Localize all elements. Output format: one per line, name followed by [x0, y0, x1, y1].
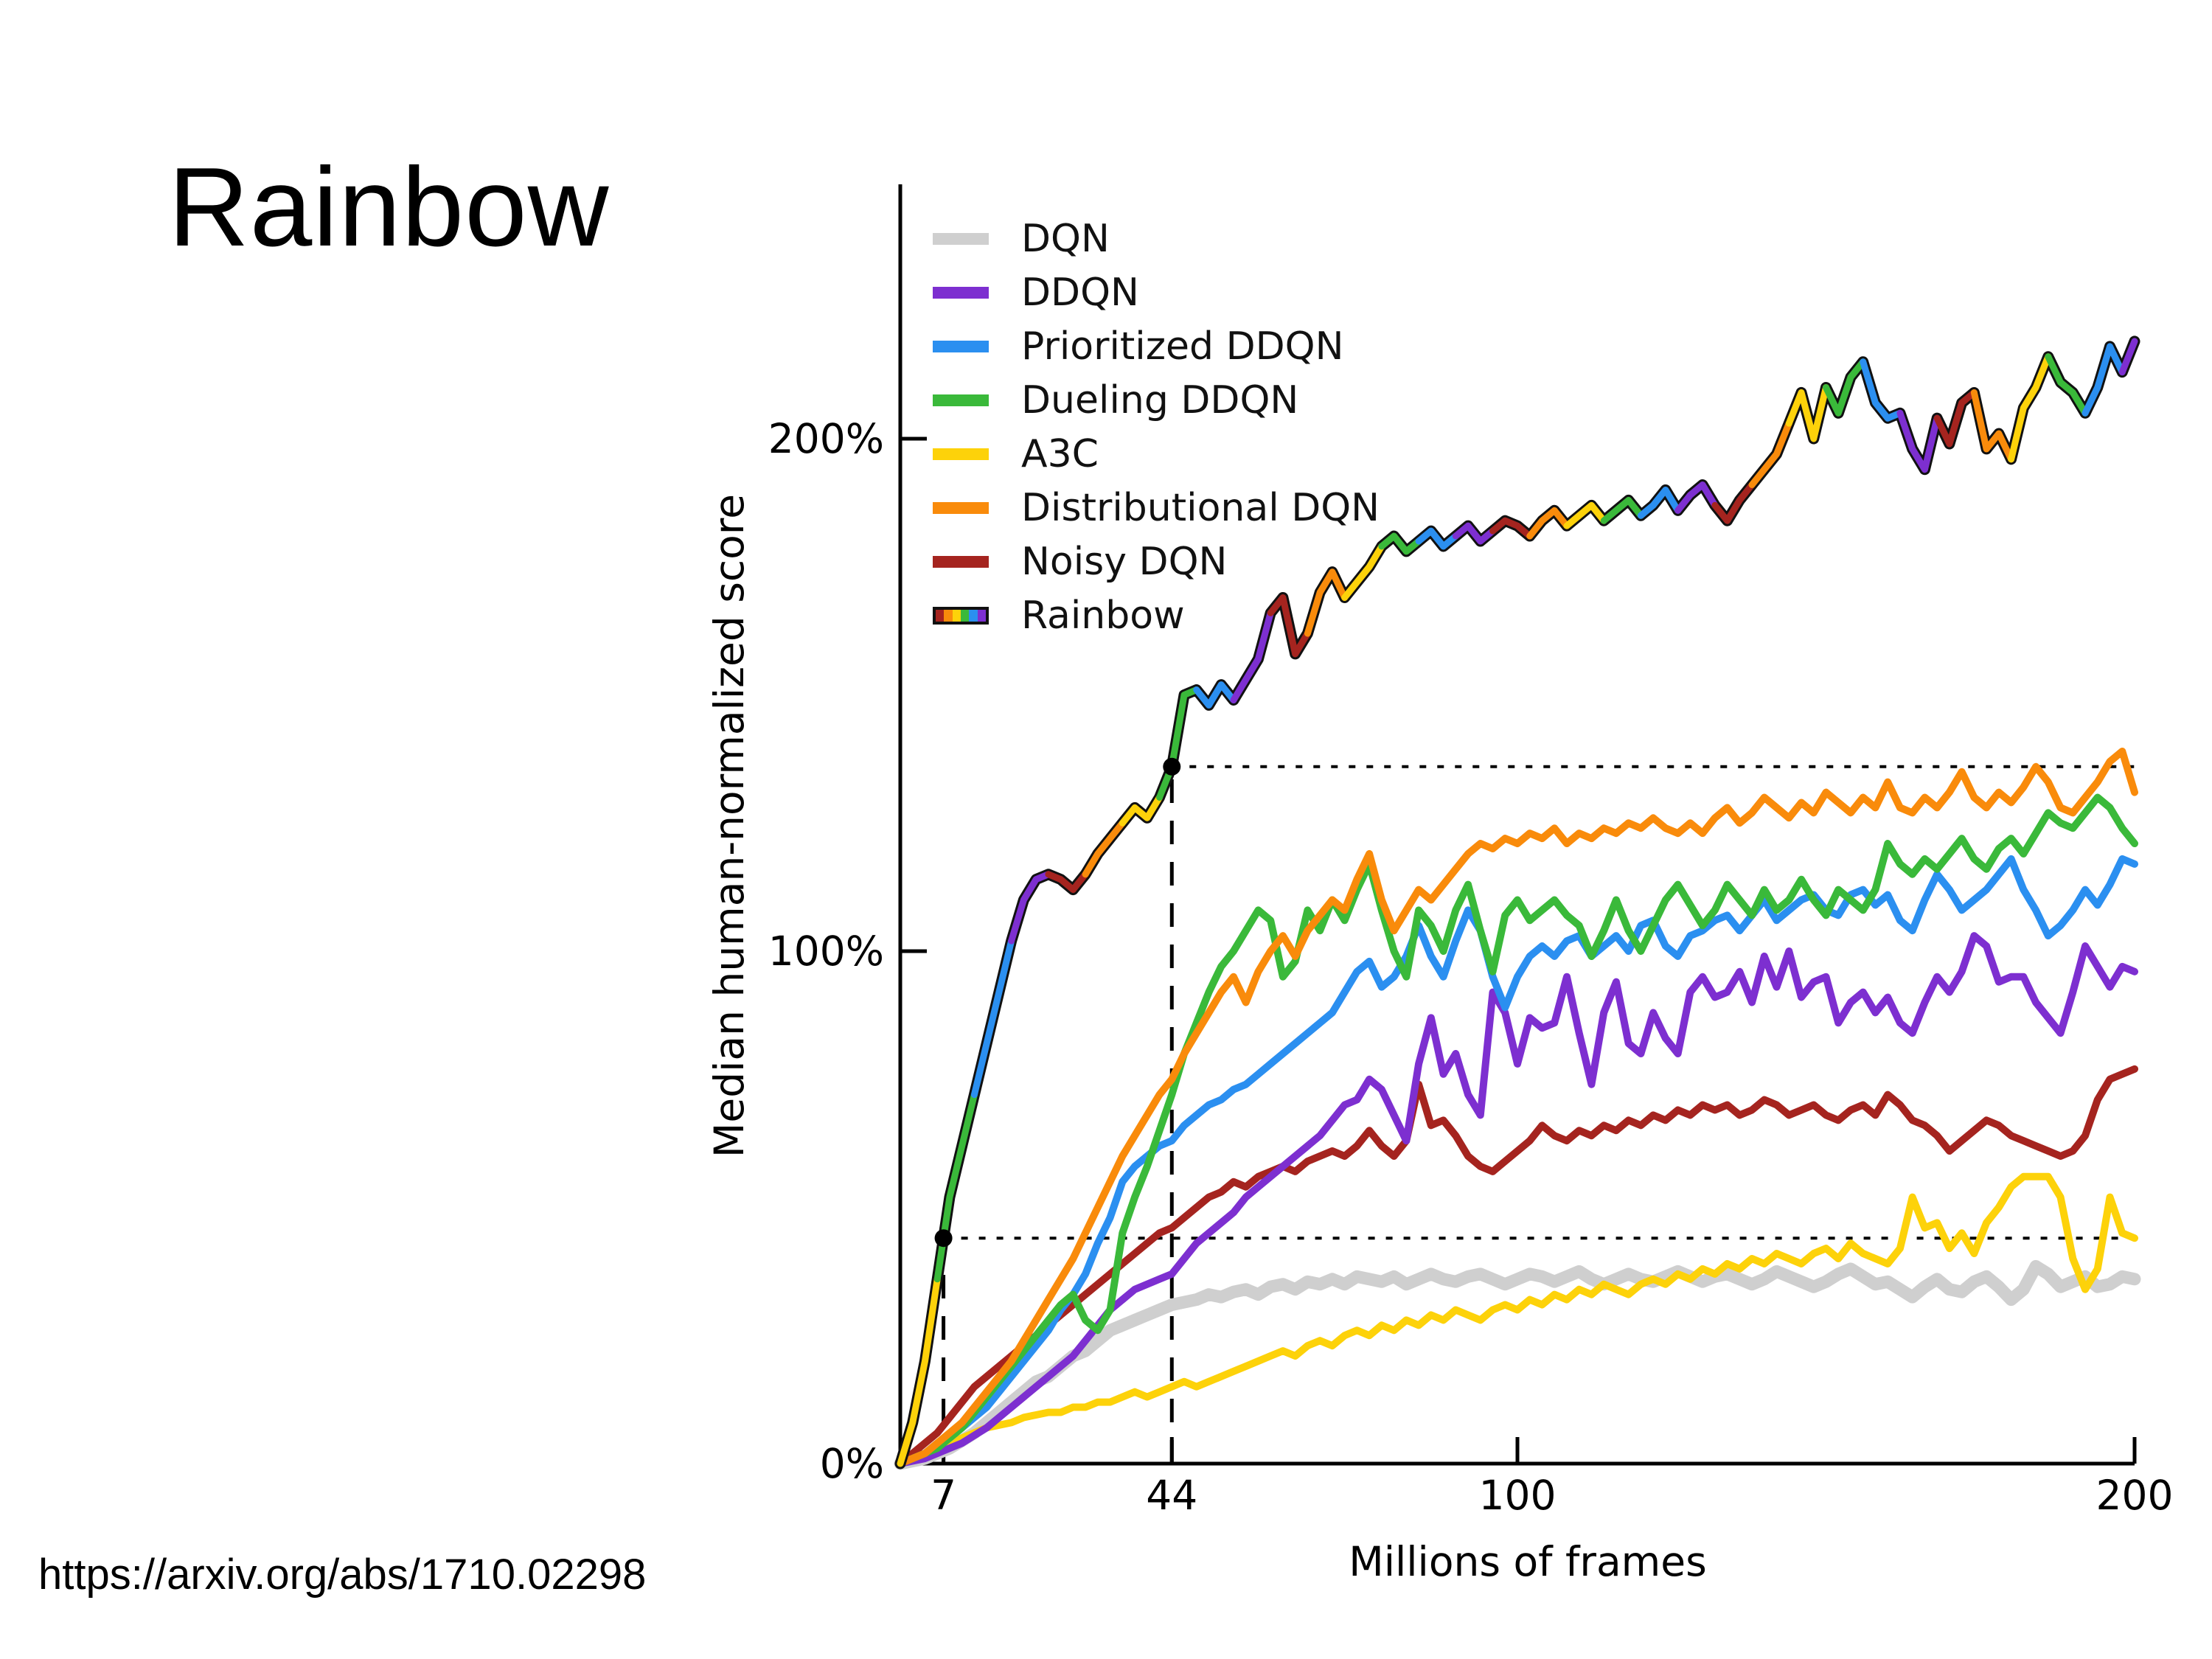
series-line-rainbow-segment: [1045, 871, 1089, 894]
series-line-dqn: [894, 1259, 2141, 1470]
series-line-rainbow-segment: [970, 937, 1015, 1099]
y-axis-label: Median human-normalized score: [706, 494, 753, 1158]
series-line-rainbow-segment: [1711, 481, 1756, 524]
series-line-rainbow-segment: [1600, 496, 1644, 524]
distributional-dqn-line-swatch-icon: [933, 501, 989, 514]
reference-dot: [934, 1229, 953, 1248]
ddqn-line-swatch-icon: [933, 286, 989, 299]
series-line-rainbow-segment: [1637, 487, 1682, 519]
legend-item-a3c: A3C: [933, 427, 1380, 481]
legend-item-dqn: DQN: [933, 212, 1380, 265]
series-line-prioritized-ddqn: [897, 855, 2138, 1467]
series-line-distributional-dqn: [897, 747, 2138, 1467]
chart-legend: DQN DDQN Prioritized DDQN Dueling DDQN A…: [933, 212, 1380, 642]
series-line-rainbow-segment: [1526, 507, 1571, 540]
dqn-line-swatch-icon: [933, 232, 989, 245]
rainbow-line-swatch-icon: [933, 606, 989, 625]
rainbow-swatch-segment: [977, 609, 986, 622]
legend-label: Distributional DQN: [1021, 485, 1380, 530]
series-line-rainbow-segment: [1415, 527, 1459, 550]
legend-label: DDQN: [1021, 270, 1139, 315]
series-line-rainbow-segment: [1489, 517, 1534, 540]
series-line-rainbow-segment: [1304, 568, 1349, 637]
series-line-rainbow-segment: [2008, 353, 2052, 463]
series-line-rainbow-segment: [1860, 358, 1904, 422]
reference-dot: [1163, 757, 1181, 776]
legend-item-dueling-ddqn: Dueling DDQN: [933, 373, 1380, 427]
series-line-rainbow-segment: [1748, 420, 1792, 489]
series-line-rainbow-segment: [897, 1276, 941, 1467]
series-line-rainbow-segment: [1193, 681, 1237, 709]
legend-item-ddqn: DDQN: [933, 265, 1380, 319]
series-line-rainbow-segment: [1119, 794, 1164, 827]
series-line-rainbow-segment: [1933, 389, 1978, 448]
series-line-rainbow-segment: [1156, 686, 1200, 801]
rainbow-swatch-segment: [952, 609, 961, 622]
series-line-rainbow-segment: [1785, 384, 1829, 442]
source-url: https://arxiv.org/abs/1710.02298: [38, 1551, 647, 1599]
rainbow-swatch-segment: [969, 609, 978, 622]
x-tick-label: 200: [2096, 1472, 2174, 1519]
series-line-ddqn: [897, 932, 2138, 1467]
series-line-rainbow-segment: [1452, 522, 1497, 545]
legend-item-noisy-dqn: Noisy DQN: [933, 535, 1380, 588]
rainbow-swatch-segment: [944, 609, 953, 622]
x-tick-label: 7: [931, 1472, 956, 1519]
dueling-ddqn-line-swatch-icon: [933, 394, 989, 406]
a3c-line-swatch-icon: [933, 448, 989, 460]
y-tick-label: 100%: [768, 928, 884, 975]
series-line-rainbow-segment: [1267, 594, 1311, 658]
series-line-a3c: [897, 1172, 2138, 1467]
legend-label: Dueling DDQN: [1021, 378, 1299, 422]
series-line-rainbow-segment: [2045, 353, 2089, 417]
series-line-rainbow-segment: [1082, 819, 1126, 878]
series-line-rainbow-segment: [2118, 338, 2138, 376]
series-line-dueling-ddqn: [897, 793, 2138, 1467]
x-axis-label: Millions of frames: [1349, 1538, 1706, 1585]
series-line-rainbow-segment: [1341, 543, 1385, 601]
legend-label: Noisy DQN: [1021, 539, 1228, 584]
series-line-rainbow-segment: [2081, 343, 2126, 417]
legend-label: A3C: [1021, 431, 1099, 476]
rainbow-swatch-segment: [936, 609, 945, 622]
legend-label: Rainbow: [1021, 593, 1185, 638]
series-line-rainbow-segment: [1008, 871, 1052, 945]
x-tick-label: 44: [1146, 1472, 1197, 1519]
rainbow-swatch-segment: [960, 609, 970, 622]
x-tick-label: 100: [1479, 1472, 1557, 1519]
legend-item-rainbow: Rainbow: [933, 588, 1380, 642]
y-tick-label: 200%: [768, 415, 884, 462]
series-line-rainbow-segment: [1674, 481, 1719, 514]
series-line-rainbow-segment: [1823, 358, 1867, 417]
series-line-noisy-dqn: [897, 1065, 2138, 1467]
legend-label: Prioritized DDQN: [1021, 324, 1344, 369]
series-line-rainbow-segment: [1970, 389, 2015, 463]
legend-item-distributional-dqn: Distributional DQN: [933, 481, 1380, 535]
noisy-dqn-line-swatch-icon: [933, 555, 989, 568]
legend-label: DQN: [1021, 216, 1110, 261]
prioritized-ddqn-line-swatch-icon: [933, 340, 989, 352]
series-line-rainbow-segment: [1378, 532, 1422, 555]
legend-item-prioritized-ddqn: Prioritized DDQN: [933, 319, 1380, 373]
slide-title: Rainbow: [168, 145, 610, 270]
series-line-rainbow-segment: [1230, 609, 1274, 703]
series-line-rainbow-segment: [1896, 409, 1941, 473]
series-line-rainbow-segment: [1563, 501, 1607, 529]
y-tick-label: 0%: [820, 1440, 884, 1487]
